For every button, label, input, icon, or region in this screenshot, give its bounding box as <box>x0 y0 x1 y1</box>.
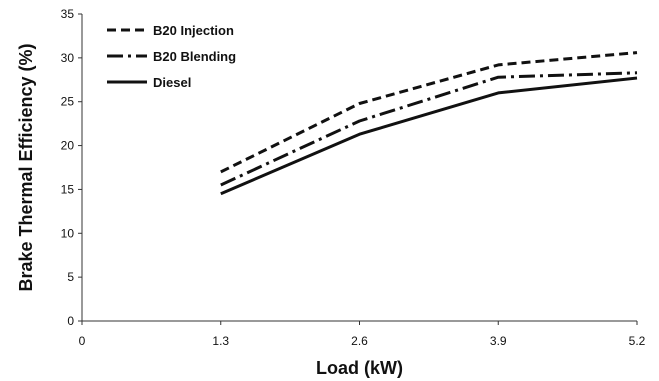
series-line-b20-injection <box>220 51 638 174</box>
y-tick-label: 35 <box>61 7 75 21</box>
legend-label: Diesel <box>153 75 191 90</box>
x-tick-label: 2.6 <box>351 334 368 348</box>
tick-labels: 0 5 10 15 20 25 30 35 0 1.3 2.6 3.9 5.2 <box>61 7 646 348</box>
y-tick-label: 10 <box>61 226 75 240</box>
legend: B20 Injection B20 Blending Diesel <box>107 23 236 90</box>
x-tick-label: 1.3 <box>212 334 229 348</box>
legend-label: B20 Blending <box>153 49 236 64</box>
y-axis-title: Brake Thermal Efficiency (%) <box>16 43 36 291</box>
x-tick-label: 3.9 <box>490 334 507 348</box>
series-lines <box>220 51 638 196</box>
series-line-diesel <box>220 76 638 196</box>
legend-label: B20 Injection <box>153 23 234 38</box>
y-tick-label: 5 <box>67 270 74 284</box>
y-tick-label: 0 <box>67 314 74 328</box>
x-tick-label: 0 <box>79 334 86 348</box>
y-tick-label: 15 <box>61 182 75 196</box>
axes <box>78 13 638 325</box>
y-tick-label: 20 <box>61 139 75 153</box>
y-tick-label: 30 <box>61 51 75 65</box>
x-axis-title: Load (kW) <box>316 358 403 378</box>
y-tick-label: 25 <box>61 95 75 109</box>
x-tick-label: 5.2 <box>629 334 646 348</box>
series-line-b20-blending <box>220 71 638 187</box>
